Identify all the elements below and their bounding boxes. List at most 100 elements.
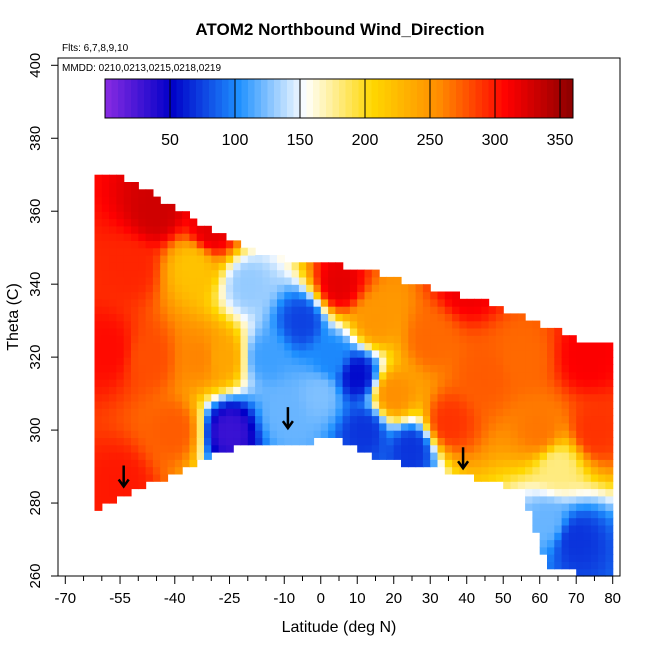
field-cell: [422, 306, 431, 314]
field-cell: [561, 379, 570, 387]
field-cell: [160, 262, 169, 271]
field-cell: [379, 393, 387, 402]
field-cell: [386, 327, 395, 336]
field-cell: [291, 437, 300, 446]
field-cell: [94, 196, 103, 205]
field-cell: [605, 546, 614, 555]
field-cell: [167, 298, 176, 307]
field-cell: [277, 284, 285, 293]
field-cell: [547, 400, 555, 409]
field-cell: [488, 357, 497, 365]
field-cell: [393, 437, 402, 446]
field-cell: [101, 400, 110, 409]
field-cell: [583, 444, 592, 453]
field-cell: [568, 430, 577, 438]
field-cell: [576, 510, 585, 519]
field-cell: [109, 415, 117, 424]
field-cell: [204, 320, 212, 329]
field-cell: [233, 393, 242, 402]
field-cell: [539, 342, 548, 351]
field-cell: [94, 371, 103, 380]
colorbar-segment: [495, 79, 502, 118]
field-cell: [590, 488, 599, 497]
field-cell: [371, 408, 380, 417]
field-cell: [444, 306, 453, 314]
field-cell: [328, 262, 336, 271]
field-cell: [313, 313, 322, 322]
field-cell: [349, 342, 358, 351]
field-cell: [532, 386, 541, 395]
field-cell: [116, 247, 125, 256]
field-cell: [408, 306, 417, 314]
field-cell: [306, 327, 315, 336]
field-cell: [466, 415, 475, 424]
field-cell: [525, 452, 533, 460]
field-cell: [94, 422, 103, 431]
field-cell: [430, 408, 439, 417]
field-cell: [605, 539, 614, 548]
field-cell: [109, 466, 117, 475]
field-cell: [189, 357, 198, 365]
field-cell: [94, 225, 103, 234]
field-cell: [415, 291, 424, 300]
field-cell: [225, 357, 234, 365]
field-cell: [306, 371, 315, 380]
field-cell: [525, 495, 533, 504]
field-cell: [160, 473, 169, 482]
field-cell: [109, 269, 117, 278]
field-cell: [204, 393, 212, 402]
field-cell: [510, 473, 519, 482]
field-cell: [349, 422, 358, 431]
field-cell: [174, 306, 183, 314]
field-cell: [590, 357, 599, 365]
field-cell: [379, 364, 387, 373]
field-cell: [211, 255, 220, 263]
field-cell: [291, 298, 300, 307]
field-cell: [605, 466, 614, 475]
field-cell: [576, 561, 585, 570]
field-cell: [131, 452, 139, 460]
field-cell: [539, 408, 548, 417]
field-cell: [401, 291, 409, 300]
field-cell: [123, 422, 132, 431]
field-cell: [444, 466, 453, 475]
field-cell: [116, 174, 125, 183]
field-cell: [561, 422, 570, 431]
field-cell: [218, 306, 227, 314]
colorbar-tick-label: 250: [417, 132, 444, 149]
field-cell: [605, 400, 614, 409]
field-cell: [605, 408, 614, 417]
field-cell: [430, 349, 439, 358]
colorbar-segment: [514, 79, 522, 118]
field-cell: [532, 342, 541, 351]
field-cell: [189, 291, 198, 300]
field-cell: [342, 415, 351, 424]
field-cell: [503, 379, 512, 387]
field-cell: [218, 342, 227, 351]
field-cell: [598, 342, 606, 351]
field-cell: [459, 306, 468, 314]
field-cell: [379, 320, 387, 329]
field-cell: [605, 379, 614, 387]
field-cell: [590, 349, 599, 358]
field-cell: [503, 481, 512, 490]
field-cell: [233, 327, 242, 336]
field-cell: [576, 452, 585, 460]
field-cell: [123, 400, 132, 409]
field-cell: [152, 211, 161, 220]
field-cell: [539, 437, 548, 446]
field-cell: [503, 335, 512, 344]
field-cell: [452, 400, 460, 409]
field-cell: [437, 386, 446, 395]
colorbar-segment: [462, 79, 470, 118]
field-cell: [123, 211, 132, 220]
field-cell: [218, 233, 227, 241]
field-cell: [386, 408, 395, 417]
field-cell: [138, 269, 147, 278]
field-cell: [277, 400, 285, 409]
field-cell: [532, 466, 541, 475]
field-cell: [452, 357, 460, 365]
field-cell: [481, 459, 490, 468]
field-cell: [145, 400, 154, 409]
field-cell: [583, 400, 592, 409]
